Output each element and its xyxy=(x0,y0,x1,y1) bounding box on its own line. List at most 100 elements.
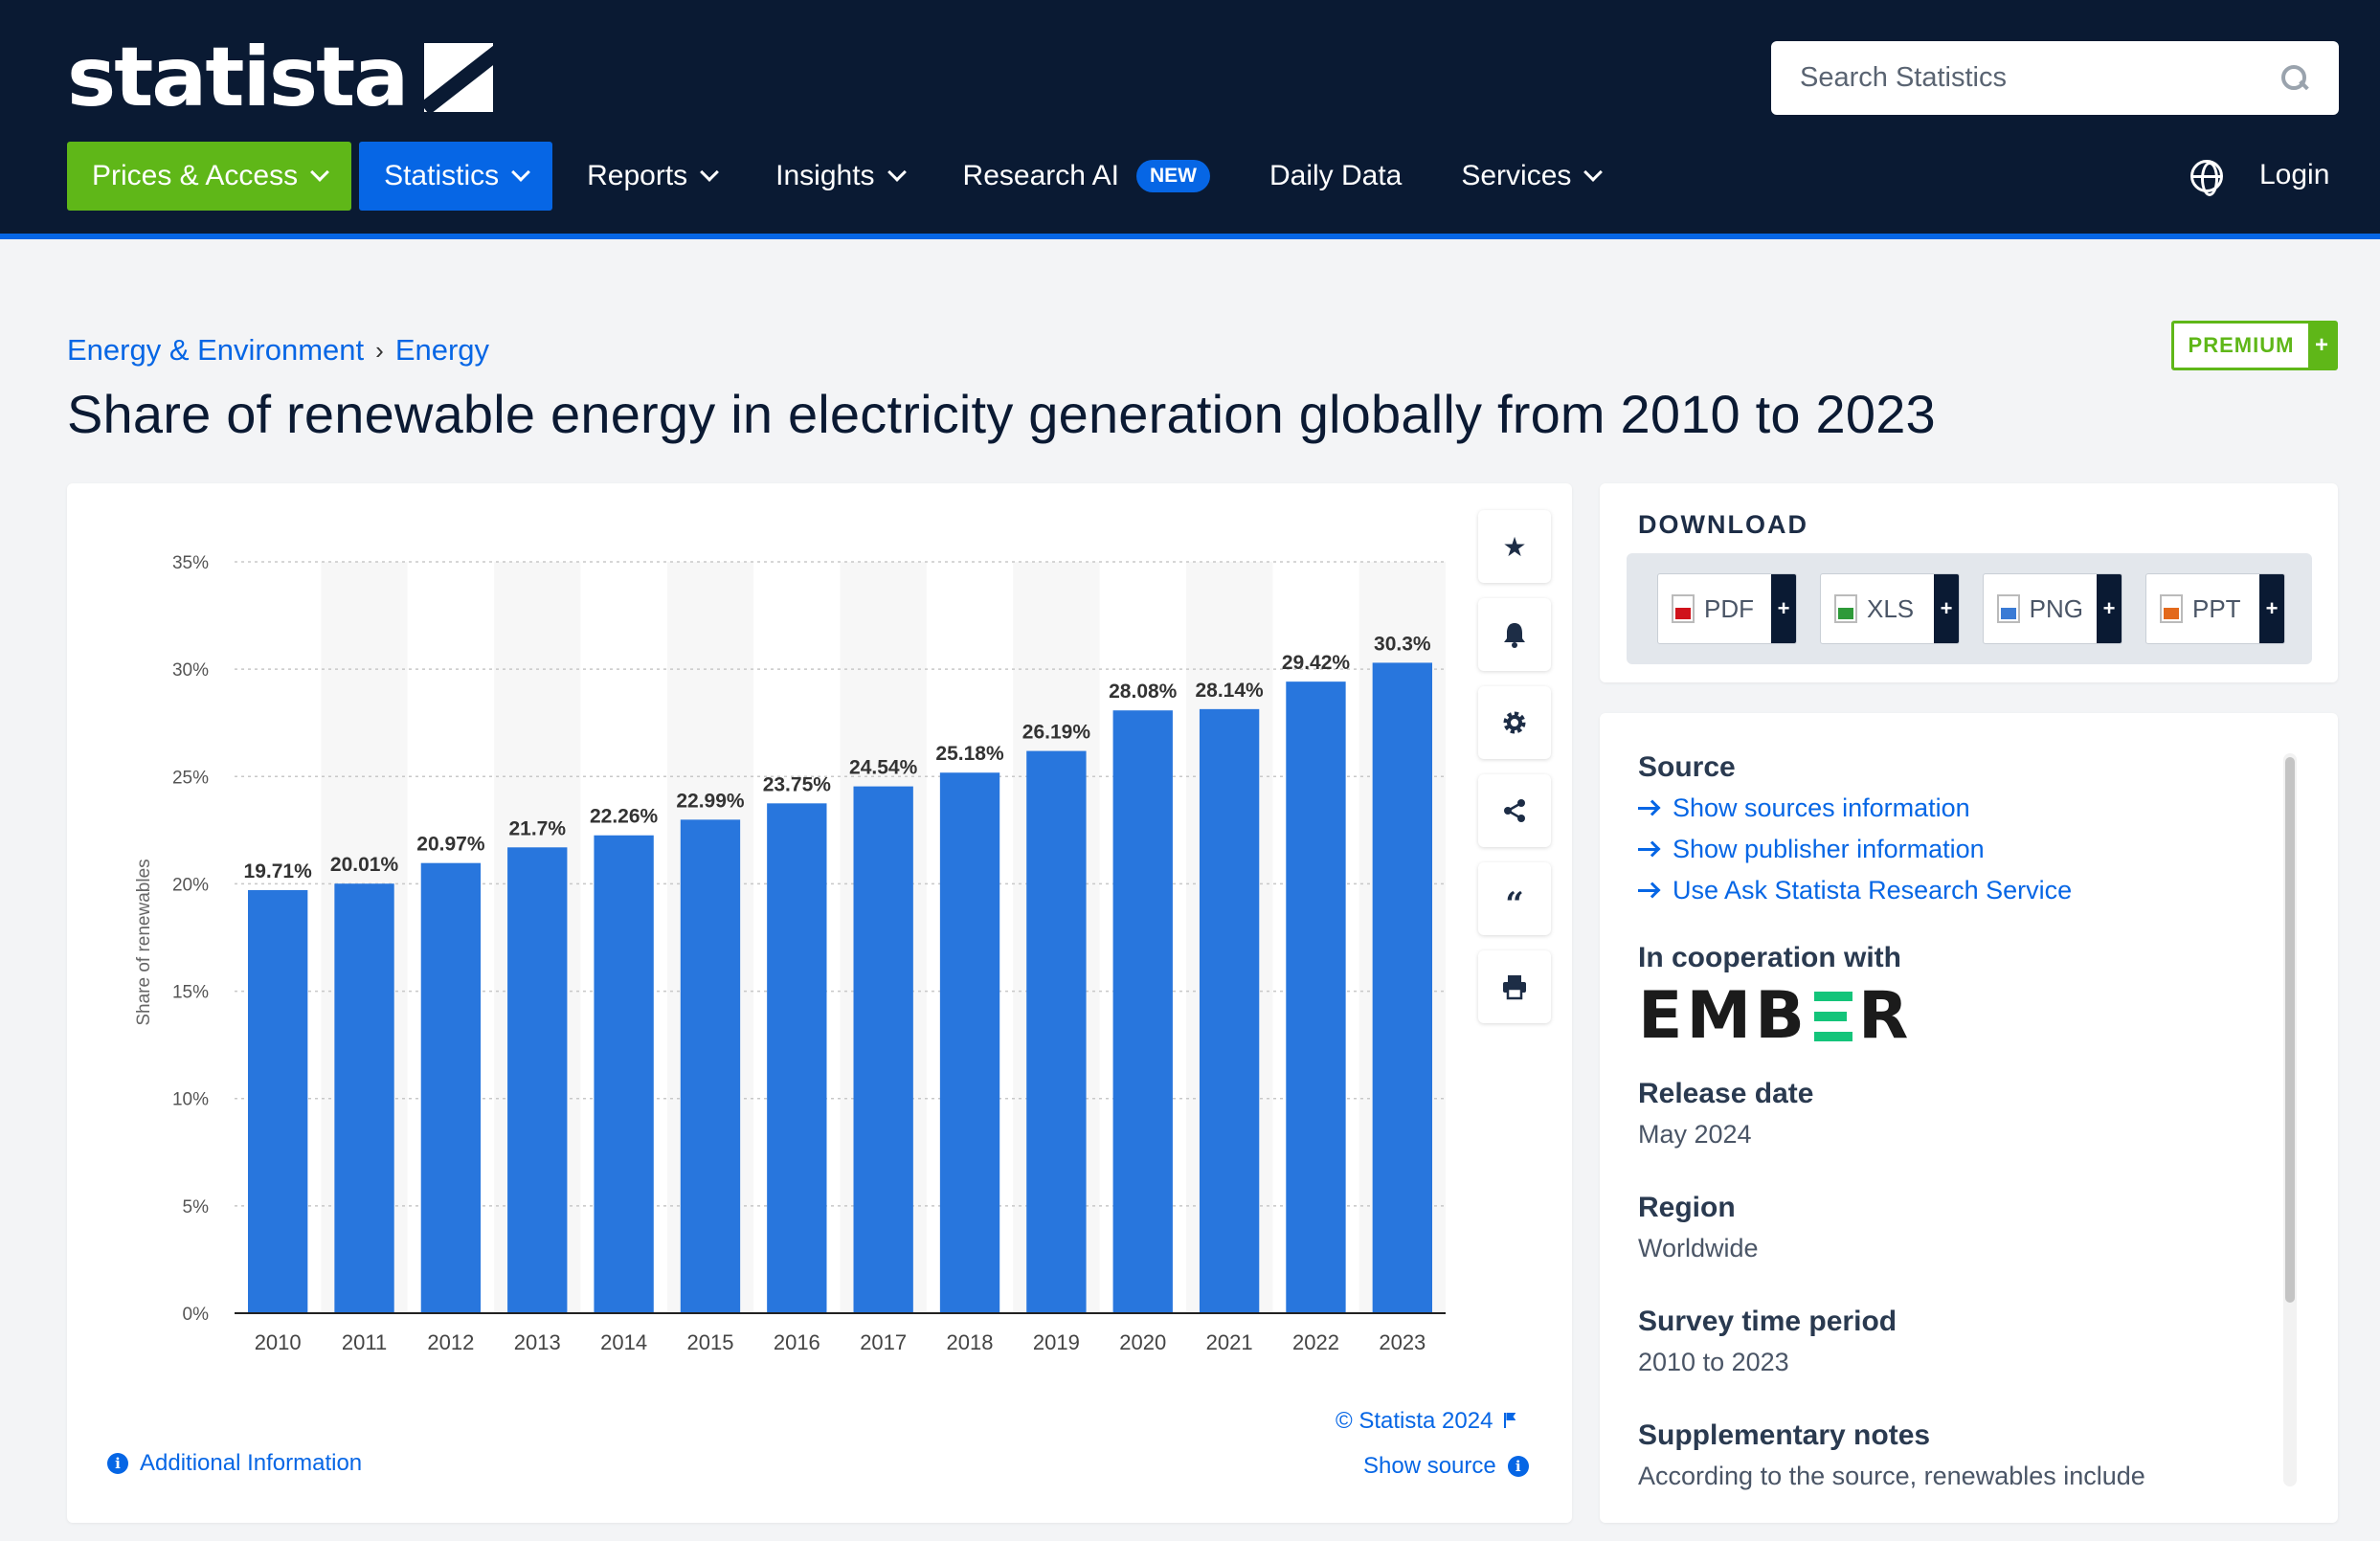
survey-period-heading: Survey time period xyxy=(1638,1306,1897,1337)
download-btn-body: PDF xyxy=(1658,574,1771,643)
nav-insights[interactable]: Insights xyxy=(751,142,928,211)
chevron-down-icon xyxy=(310,163,329,182)
notify-button[interactable] xyxy=(1478,598,1551,671)
show-sources-link[interactable]: Show sources information xyxy=(1638,793,2260,823)
bar-value-label: 19.71% xyxy=(244,860,313,882)
info-scrollbar[interactable] xyxy=(2283,753,2297,1486)
settings-button[interactable] xyxy=(1478,686,1551,759)
gear-icon xyxy=(1503,711,1526,734)
search-box[interactable] xyxy=(1771,41,2339,115)
download-xls-button[interactable]: XLS + xyxy=(1820,573,1960,644)
breadcrumb-separator: › xyxy=(375,335,384,365)
bar[interactable] xyxy=(420,862,482,1313)
search-input[interactable] xyxy=(1800,62,2279,94)
bar[interactable] xyxy=(767,803,827,1313)
bar[interactable] xyxy=(594,835,654,1313)
premium-badge[interactable]: PREMIUM + xyxy=(2171,321,2338,370)
ember-logo-e xyxy=(1813,992,1852,1041)
x-tick-label: 2018 xyxy=(947,1330,994,1354)
bar-value-label: 29.42% xyxy=(1282,652,1351,674)
show-source-link[interactable]: Show source i xyxy=(1363,1453,1529,1480)
research-service-link[interactable]: Use Ask Statista Research Service xyxy=(1638,876,2260,905)
download-card: DOWNLOAD PDF + XLS + PNG + xyxy=(1600,483,2338,682)
search-icon[interactable] xyxy=(2279,63,2310,94)
nav-reports[interactable]: Reports xyxy=(562,142,741,211)
x-tick-label: 2021 xyxy=(1206,1330,1253,1354)
region-value: Worldwide xyxy=(1638,1234,1759,1262)
link-label: Show sources information xyxy=(1673,793,1970,822)
download-btn-body: PPT xyxy=(2146,574,2259,643)
bar[interactable] xyxy=(853,786,913,1313)
share-button[interactable] xyxy=(1478,774,1551,847)
nav-daily-data[interactable]: Daily Data xyxy=(1245,142,1426,211)
y-tick-label: 35% xyxy=(172,553,209,573)
nav-label: Reports xyxy=(587,160,688,191)
region-heading: Region xyxy=(1638,1192,1736,1223)
copyright-text: © Statista 2024 xyxy=(1336,1408,1493,1434)
y-tick-label: 10% xyxy=(172,1090,209,1110)
y-tick-label: 20% xyxy=(172,875,209,895)
bell-icon xyxy=(1504,623,1525,648)
link-label: Use Ask Statista Research Service xyxy=(1673,876,2073,904)
breadcrumb-link[interactable]: Energy xyxy=(394,333,490,367)
additional-info-label: Additional Information xyxy=(140,1450,363,1476)
globe-icon[interactable] xyxy=(2190,160,2223,196)
statista-logo[interactable]: statista xyxy=(67,36,494,119)
print-icon xyxy=(1503,975,1526,1000)
bar[interactable] xyxy=(939,772,1000,1313)
download-title: DOWNLOAD xyxy=(1638,510,1808,539)
favorite-button[interactable]: ★ xyxy=(1478,510,1551,583)
bar-value-label: 21.7% xyxy=(508,817,566,839)
chart-tools: ★ “ xyxy=(1478,510,1553,1038)
info-card: Source Show sources information Show pub… xyxy=(1600,713,2338,1523)
bar[interactable] xyxy=(248,889,308,1313)
bar[interactable] xyxy=(507,847,568,1313)
x-tick-label: 2012 xyxy=(427,1330,474,1354)
download-label: XLS xyxy=(1867,593,1915,623)
bar[interactable] xyxy=(1026,750,1087,1313)
bar-value-label: 28.08% xyxy=(1109,681,1178,703)
plus-icon: + xyxy=(1771,574,1796,643)
scroll-thumb[interactable] xyxy=(2285,757,2295,1303)
plus-icon: + xyxy=(2259,574,2284,643)
nav-statistics[interactable]: Statistics xyxy=(359,142,553,211)
x-tick-label: 2014 xyxy=(600,1330,647,1354)
x-tick-label: 2023 xyxy=(1379,1330,1426,1354)
nav-prices-access[interactable]: Prices & Access xyxy=(67,142,352,211)
bar-value-label: 28.14% xyxy=(1195,680,1264,702)
bar[interactable] xyxy=(1372,662,1432,1313)
additional-info-link[interactable]: i Additional Information xyxy=(107,1450,362,1477)
x-tick-label: 2015 xyxy=(686,1330,733,1354)
quote-icon: “ xyxy=(1505,885,1524,924)
breadcrumb-link[interactable]: Energy & Environment xyxy=(67,333,365,367)
chevron-down-icon xyxy=(700,163,720,182)
y-axis-label: Share of renewables xyxy=(134,859,154,1025)
download-pdf-button[interactable]: PDF + xyxy=(1657,573,1797,644)
bar[interactable] xyxy=(334,883,394,1313)
copyright-link[interactable]: © Statista 2024 xyxy=(1336,1408,1517,1435)
nav-services[interactable]: Services xyxy=(1436,142,1625,211)
plus-icon: + xyxy=(2097,574,2122,643)
bar[interactable] xyxy=(1199,708,1260,1313)
bar-chart: 0% 5% 10% 15% 20% 25% 30% 35% Share of renewable… xyxy=(134,553,1446,1354)
download-png-button[interactable]: PNG + xyxy=(1983,573,2122,644)
bar-value-label: 25.18% xyxy=(935,743,1004,765)
nav-label: Statistics xyxy=(384,160,500,191)
x-tick-label: 2011 xyxy=(342,1330,387,1354)
show-publisher-link[interactable]: Show publisher information xyxy=(1638,835,2260,864)
print-button[interactable] xyxy=(1478,950,1551,1023)
bar-value-label: 22.99% xyxy=(676,790,745,812)
bar[interactable] xyxy=(1286,681,1346,1313)
bar[interactable] xyxy=(680,819,741,1313)
arrow-right-icon xyxy=(1638,807,1657,810)
download-ppt-button[interactable]: PPT + xyxy=(2145,573,2285,644)
bar[interactable] xyxy=(1112,710,1173,1313)
y-tick-label: 0% xyxy=(183,1305,210,1325)
page-title: Share of renewable energy in electricity… xyxy=(67,384,1936,444)
nav-research-ai[interactable]: Research AI NEW xyxy=(938,142,1235,211)
info-content: Source Show sources information Show pub… xyxy=(1638,751,2260,1523)
bar-value-label: 23.75% xyxy=(763,773,832,795)
login-link[interactable]: Login xyxy=(2259,159,2330,190)
plus-icon: + xyxy=(1934,574,1959,643)
cite-button[interactable]: “ xyxy=(1478,862,1551,935)
